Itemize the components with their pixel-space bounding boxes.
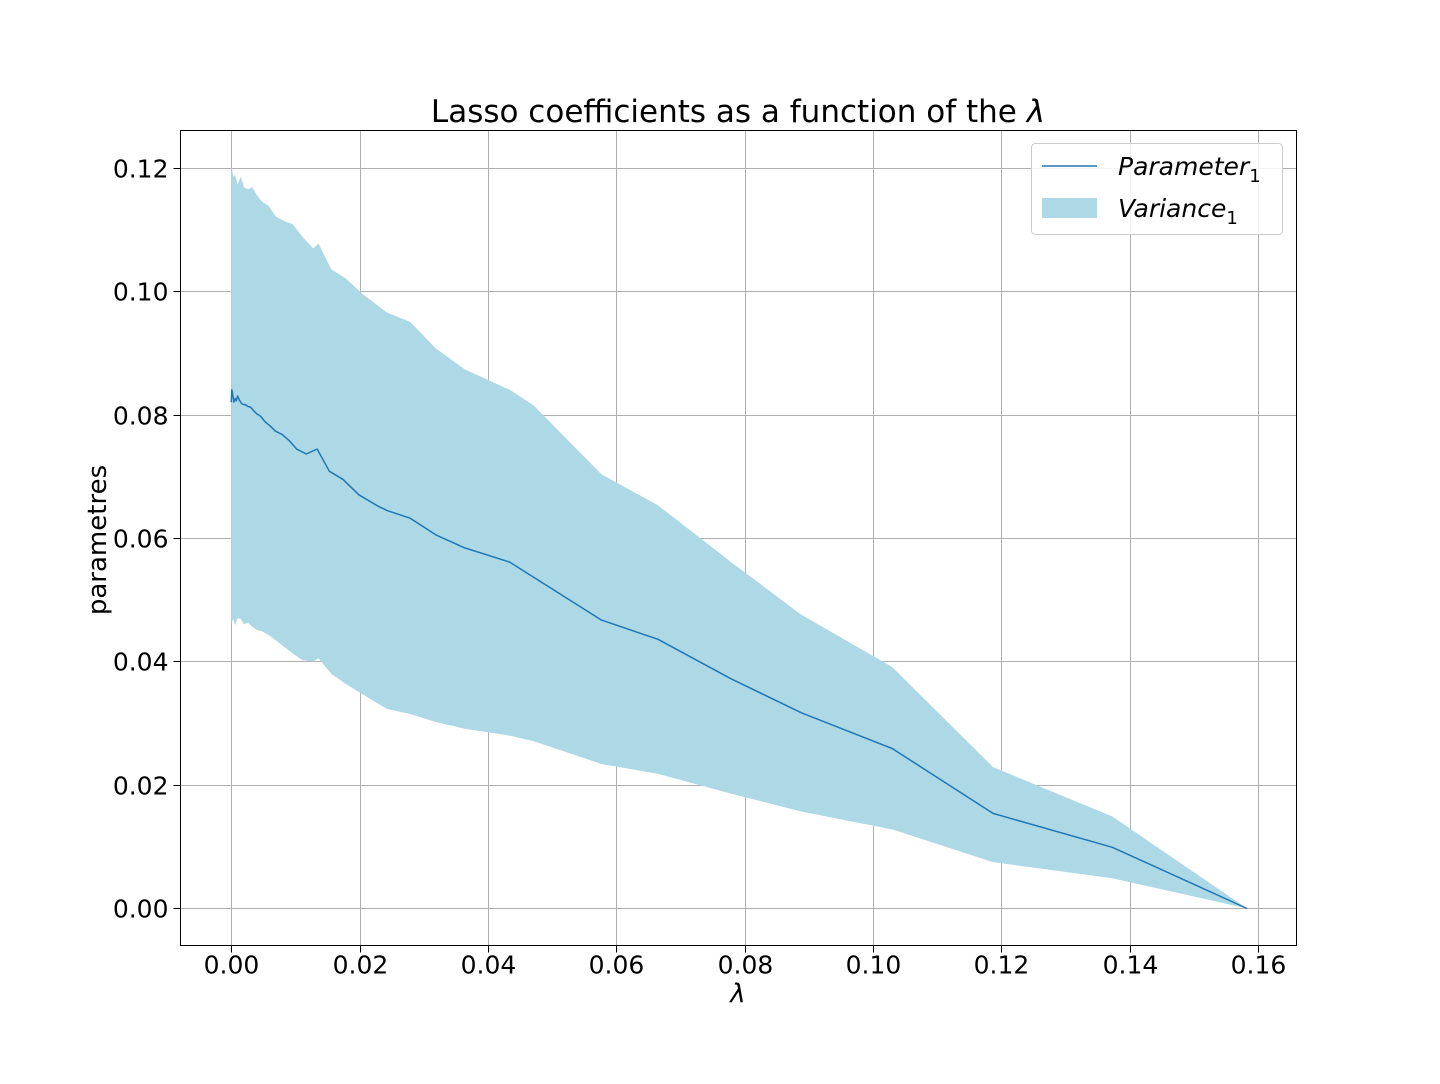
parameter-line	[230, 389, 1248, 910]
x-axis: 0.00 0.02 0.04 0.06 0.08 0.10 0.12 0.14 0.16	[204, 945, 1287, 980]
y-tick-label: 0.02	[113, 772, 169, 801]
x-tick-label: 0.12	[974, 951, 1030, 980]
y-axis: 0.00 0.02 0.04 0.06 0.08 0.10 0.12	[113, 155, 181, 924]
legend-label-parameter: Parameter1	[1118, 152, 1261, 187]
y-tick-label: 0.04	[113, 648, 169, 677]
chart-title-symbol: λ	[1025, 94, 1045, 130]
chart-title: Lasso coefficients as a function of the …	[431, 94, 1045, 130]
y-tick-label: 0.06	[113, 525, 169, 554]
x-tick-label: 0.06	[589, 951, 645, 980]
y-tick-label: 0.00	[113, 895, 169, 924]
y-tick-label: 0.08	[113, 402, 169, 431]
legend: Parameter1 Variance1	[1031, 143, 1283, 235]
x-tick-label: 0.02	[333, 951, 389, 980]
x-tick-label: 0.14	[1103, 951, 1159, 980]
x-tick-label: 0.16	[1231, 951, 1287, 980]
legend-label-variance: Variance1	[1118, 194, 1238, 229]
chart-title-text: Lasso coefficients as a function of the	[431, 94, 1017, 130]
y-axis-label: parametres	[83, 465, 113, 615]
x-axis-label: λ	[728, 979, 745, 1009]
y-tick-label: 0.10	[113, 278, 169, 307]
x-tick-label: 0.04	[461, 951, 517, 980]
y-tick-label: 0.12	[113, 155, 169, 184]
x-tick-label: 0.00	[204, 951, 260, 980]
x-tick-label: 0.08	[718, 951, 774, 980]
variance-band	[231, 166, 1248, 909]
legend-fill-swatch	[1042, 198, 1097, 218]
x-tick-label: 0.10	[846, 951, 902, 980]
